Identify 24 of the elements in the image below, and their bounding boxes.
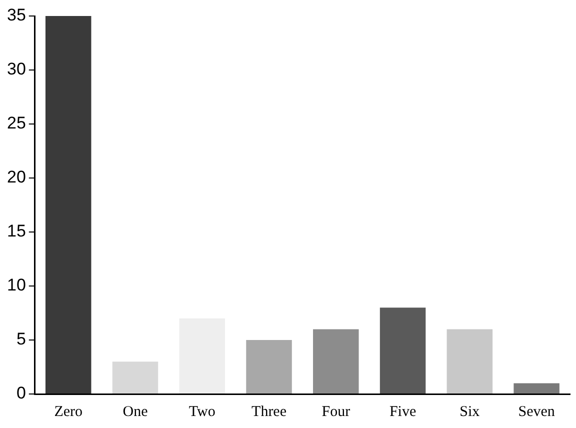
bar — [112, 362, 158, 394]
y-tick-label: 20 — [6, 168, 26, 187]
y-tick-label: 5 — [16, 330, 26, 349]
y-tick-label: 10 — [6, 276, 26, 295]
x-tick-label: Zero — [54, 404, 83, 420]
x-tick-label: One — [122, 404, 148, 420]
y-tick-label: 15 — [6, 222, 26, 241]
x-tick-label: Two — [188, 404, 216, 420]
x-tick-label: Four — [322, 404, 350, 420]
bar — [514, 383, 560, 394]
x-tick-label: Three — [252, 404, 287, 420]
bar — [446, 329, 493, 394]
bar — [45, 16, 92, 394]
x-tick-label: Six — [460, 404, 480, 420]
x-tick-label: Seven — [518, 404, 556, 420]
y-tick-label: 30 — [6, 60, 26, 79]
y-tick-label: 35 — [6, 6, 26, 25]
bar — [380, 308, 426, 394]
y-tick-label: 0 — [16, 384, 26, 403]
bar — [179, 318, 225, 394]
x-tick-label: Five — [389, 404, 416, 420]
bar — [246, 340, 292, 394]
y-tick-label: 25 — [6, 114, 26, 133]
bar — [313, 329, 359, 394]
